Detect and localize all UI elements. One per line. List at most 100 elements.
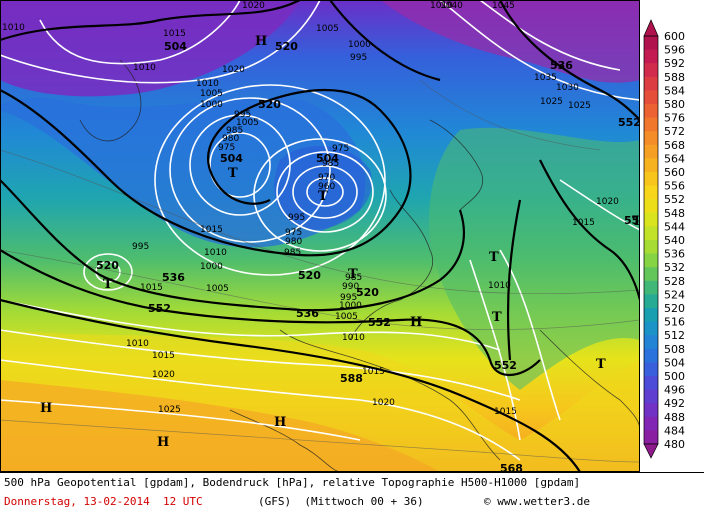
slp-label: 1000 — [348, 40, 371, 50]
slp-label: 970 — [318, 173, 335, 183]
legend-label: 548 — [664, 207, 685, 220]
slp-label: 1010 — [196, 79, 219, 89]
slp-label: 995 — [132, 242, 149, 252]
low-symbol: T — [318, 189, 328, 204]
purple-region-ne — [380, 0, 640, 83]
low-symbol: T — [348, 267, 358, 282]
slp-label: 960 — [318, 182, 335, 192]
legend-swatch — [644, 294, 658, 309]
pressure-center-symbols: H T T T T H T T T H H H T — [40, 34, 640, 450]
high-symbol: H — [255, 34, 267, 49]
legend-swatch — [644, 185, 658, 200]
slp-label: 1045 — [492, 1, 515, 11]
high-symbol: H — [157, 435, 169, 450]
legend-swatch — [644, 403, 658, 418]
slp-label: 995 — [234, 110, 251, 120]
legend-swatch — [644, 158, 658, 173]
low-symbol: T — [489, 250, 499, 265]
legend-label: 556 — [664, 180, 685, 193]
high-symbol: H — [274, 415, 286, 430]
blue-low-center — [274, 146, 372, 230]
slp-label: 1020 — [152, 370, 175, 380]
legend-swatch — [644, 280, 658, 295]
map-caption: 500 hPa Geopotential [gpdam], Bodendruck… — [0, 472, 704, 513]
legend-swatch — [644, 308, 658, 323]
legend-swatch — [644, 348, 658, 363]
gp-label: 568 — [500, 462, 523, 472]
legend-swatch — [644, 240, 658, 255]
legend-label: 480 — [664, 438, 685, 451]
legend-label: 516 — [664, 316, 685, 329]
legend-swatch — [644, 104, 658, 119]
slp-label: 1000 — [200, 100, 223, 110]
slp-label: 1005 — [206, 284, 229, 294]
slp-label: 985 — [322, 159, 339, 169]
slp-label: 980 — [285, 237, 302, 247]
gp-label: 520 — [356, 286, 379, 299]
legend-swatch — [644, 226, 658, 241]
gp-label: 552 — [148, 302, 171, 315]
legend-label: 520 — [664, 302, 685, 315]
legend-label: 588 — [664, 71, 685, 84]
slp-label: 1010 — [430, 1, 453, 11]
gp-label: 588 — [340, 372, 363, 385]
isobars — [0, 0, 640, 460]
slp-label: 1005 — [335, 312, 358, 322]
slp-label: 990 — [342, 282, 359, 292]
legend-swatch — [644, 49, 658, 64]
legend-swatch — [644, 76, 658, 91]
legend-label: 528 — [664, 275, 685, 288]
slp-label: 1025 — [158, 405, 181, 415]
slp-label: 1010 — [2, 23, 25, 33]
slp-label: 1005 — [236, 118, 259, 128]
slp-label: 975 — [332, 144, 349, 154]
color-legend: 6005965925885845805765725685645605565525… — [643, 19, 685, 459]
slp-label: 975 — [285, 228, 302, 238]
legend-label: 544 — [664, 220, 685, 233]
geopotential-contours — [0, 0, 640, 472]
legend-swatch — [644, 144, 658, 159]
slp-label: 1035 — [534, 73, 557, 83]
legend-swatch — [644, 199, 658, 214]
slp-label: 1015 — [362, 367, 385, 377]
high-symbol: H — [40, 401, 52, 416]
legend-label: 564 — [664, 152, 685, 165]
gp-label: 552 — [618, 116, 640, 129]
geopotential-label-group: 504 520 504 504 520 536 552 520 536 552 … — [96, 40, 640, 472]
slp-label: 995 — [288, 213, 305, 223]
legend-swatch — [644, 117, 658, 132]
gp-label: 520 — [275, 40, 298, 53]
slp-label: 1015 — [152, 351, 175, 361]
low-symbol: T — [103, 277, 113, 292]
slp-label: 1040 — [440, 1, 463, 11]
legend-label: 508 — [664, 343, 685, 356]
legend-swatch — [644, 430, 658, 445]
legend-label: 536 — [664, 248, 685, 261]
slp-label: 1010 — [342, 333, 365, 343]
gp-label: 504 — [316, 152, 339, 165]
slp-label: 1025 — [540, 97, 563, 107]
legend-label: 584 — [664, 84, 685, 97]
map-frame — [0, 0, 640, 472]
legend-swatch — [644, 321, 658, 336]
legend-label: 592 — [664, 57, 685, 70]
gp-label: 536 — [296, 307, 319, 320]
caption-copyright: © www.wetter3.de — [484, 495, 590, 508]
slp-label: 1030 — [556, 83, 579, 93]
legend-swatch — [644, 389, 658, 404]
high-symbol: H — [410, 315, 422, 330]
slp-label: 1015 — [163, 29, 186, 39]
gp-label: 552 — [368, 316, 391, 329]
gp-label: 520 — [96, 259, 119, 272]
gp-label: 520 — [298, 269, 321, 282]
legend-label: 504 — [664, 356, 685, 369]
slp-label: 1005 — [316, 24, 339, 34]
legend-label: 512 — [664, 329, 685, 342]
slp-label: 985 — [345, 273, 362, 283]
legend-swatch — [644, 267, 658, 282]
slp-label: 1010 — [488, 281, 511, 291]
slp-label: 1010 — [204, 248, 227, 258]
legend-label: 488 — [664, 411, 685, 424]
gp-label: 504 — [220, 152, 243, 165]
gp-label: 536 — [162, 271, 185, 284]
